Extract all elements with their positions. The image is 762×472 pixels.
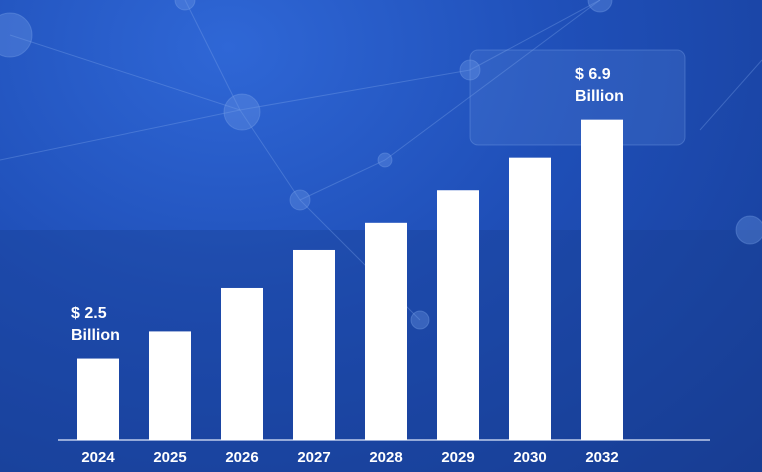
x-tick-label: 2030 <box>513 449 546 466</box>
x-tick-label: 2028 <box>369 449 402 466</box>
x-tick-label: 2032 <box>585 449 618 466</box>
x-tick-label: 2026 <box>225 449 258 466</box>
value-label: $ 6.9 Billion <box>575 65 624 105</box>
bar <box>149 331 191 440</box>
x-tick-label: 2027 <box>297 449 330 466</box>
value-label: $ 2.5 Billion <box>71 304 120 344</box>
bar <box>293 249 335 440</box>
bar <box>77 358 119 440</box>
x-tick-label: 2024 <box>81 449 115 466</box>
x-tick-label: 2029 <box>441 449 474 466</box>
bar <box>509 157 551 440</box>
x-tick-label: 2025 <box>153 449 186 466</box>
bar <box>365 222 407 440</box>
bar <box>581 119 623 440</box>
bar <box>221 287 263 440</box>
bar <box>437 190 479 440</box>
